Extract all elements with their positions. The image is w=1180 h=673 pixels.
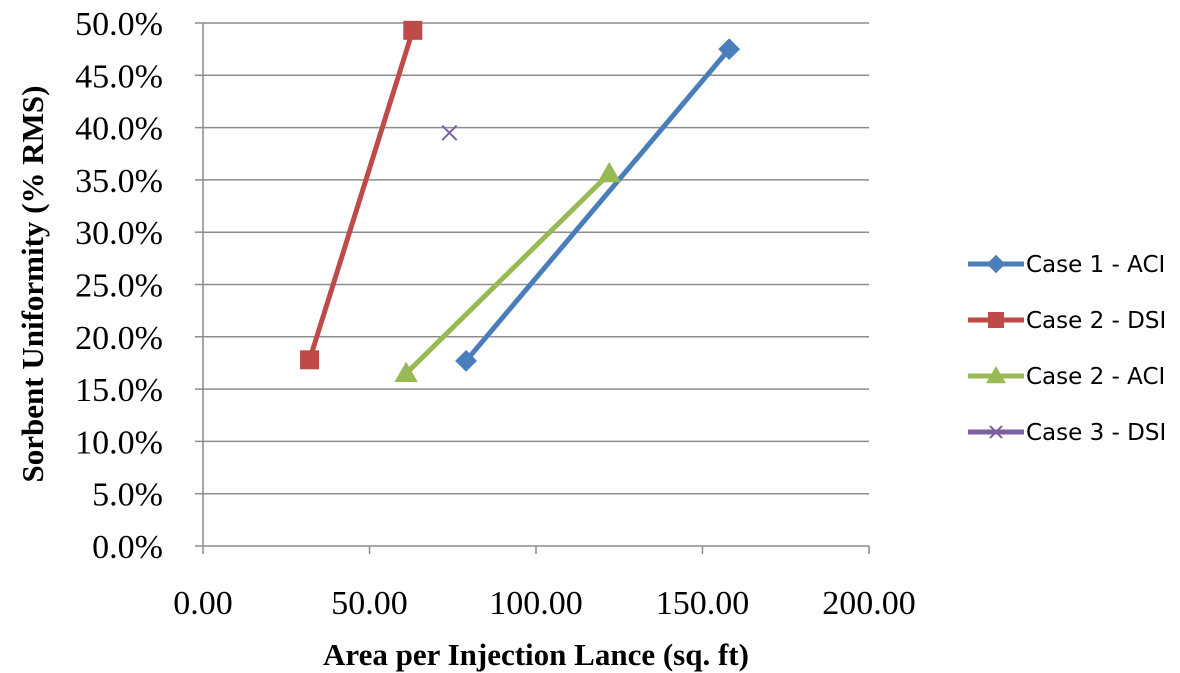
y-tick-label: 25.0%: [75, 268, 163, 305]
series-case-2-aci: [394, 161, 621, 383]
data-point: [597, 161, 621, 183]
marker-stroke: [989, 425, 1003, 439]
axes: 0.0% 5.0% 10.0% 15.0% 20.0% 25.0% 30.0% 35.0% 40…: [75, 6, 916, 622]
x-axis-title: Area per Injection Lance (sq. ft): [323, 637, 749, 672]
x-tick-label: 100.00: [489, 585, 583, 622]
series-line: [463, 46, 732, 364]
series-line: [403, 171, 612, 376]
data-point: [300, 350, 320, 370]
y-tick-label: 10.0%: [75, 424, 163, 461]
y-tick-label: 50.0%: [75, 6, 163, 43]
y-tick-label: 30.0%: [75, 215, 163, 252]
legend-marker: [986, 365, 1006, 384]
y-tick-label: 20.0%: [75, 320, 163, 357]
x-tick-label: 0.00: [173, 585, 233, 622]
data-point: [455, 349, 477, 372]
data-point: [394, 361, 418, 383]
legend-label: Case 2 - ACI: [1026, 364, 1165, 390]
data-point: [718, 38, 741, 61]
legend-item: Case 3 - DSI: [968, 420, 1166, 446]
legend-label: Case 1 - ACI: [1026, 252, 1165, 278]
y-tick-label: 35.0%: [75, 163, 163, 200]
series-case-1-aci: [455, 38, 741, 372]
y-axis-title: Sorbent Uniformity (% RMS): [15, 86, 50, 483]
plot-series: [300, 20, 741, 383]
legend-label: Case 3 - DSI: [1026, 420, 1166, 446]
series-case-2-dsi: [300, 20, 423, 370]
series-line: [307, 27, 416, 363]
marker-stroke: [441, 124, 458, 141]
legend-item: Case 2 - ACI: [968, 364, 1165, 390]
legend-item: Case 1 - ACI: [968, 252, 1165, 278]
legend-marker: [988, 312, 1004, 328]
legend-marker: [989, 425, 1003, 439]
data-point: [441, 124, 458, 141]
y-tick-label: 0.0%: [92, 529, 163, 566]
x-tick-label: 200.00: [822, 585, 916, 622]
gridlines: [203, 22, 869, 495]
x-tick-label: 50.00: [331, 585, 408, 622]
legend-item: Case 2 - DSI: [968, 308, 1166, 334]
y-tick-label: 45.0%: [75, 58, 163, 95]
y-tick-label: 15.0%: [75, 372, 163, 409]
series-case-3-dsi: [441, 124, 458, 141]
legend-marker: [986, 254, 1006, 274]
legend: Case 1 - ACI Case 2 - DSI Case 2 - ACI Case…: [968, 252, 1166, 446]
y-tick-label: 5.0%: [92, 477, 163, 514]
legend-label: Case 2 - DSI: [1026, 308, 1166, 334]
data-point: [403, 20, 423, 40]
x-tick-label: 150.00: [656, 585, 750, 622]
y-tick-label: 40.0%: [75, 111, 163, 148]
